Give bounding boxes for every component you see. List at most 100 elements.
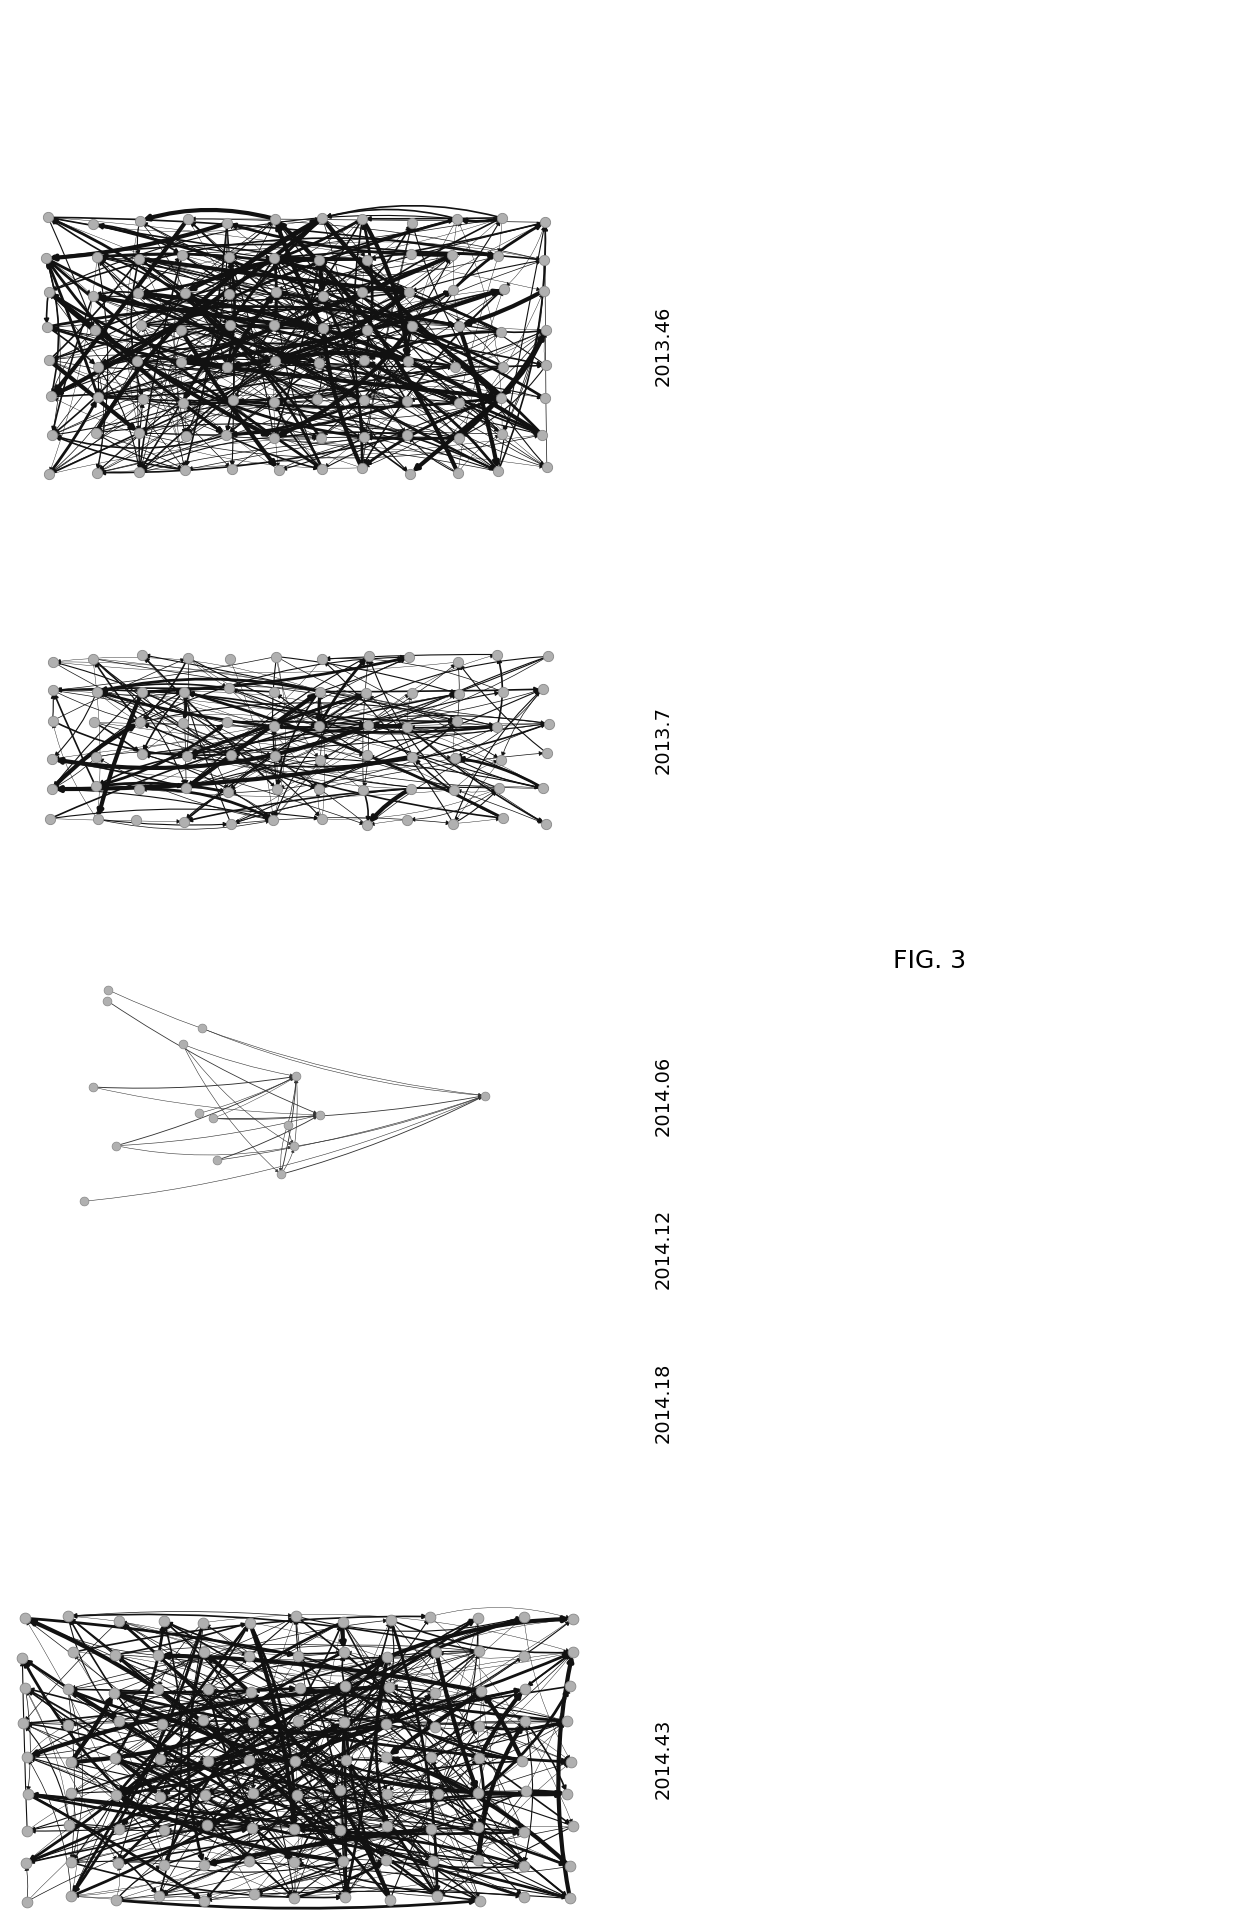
Point — [265, 204, 285, 234]
Point — [177, 740, 197, 771]
Point — [83, 281, 103, 311]
Point — [133, 677, 153, 707]
Point — [269, 456, 289, 486]
Point — [176, 421, 196, 452]
Point — [335, 1636, 355, 1666]
Text: 2014.18: 2014.18 — [653, 1363, 673, 1443]
Point — [562, 1747, 582, 1778]
Point — [174, 805, 193, 836]
Point — [533, 675, 553, 705]
Point — [515, 1707, 534, 1737]
Point — [310, 1099, 330, 1130]
Point — [314, 313, 334, 344]
Point — [469, 1711, 489, 1741]
Point — [358, 709, 378, 740]
Point — [336, 1882, 356, 1912]
Point — [402, 238, 422, 269]
Point — [154, 1605, 174, 1636]
Point — [309, 711, 329, 742]
Point — [312, 281, 332, 311]
Point — [217, 208, 237, 238]
Point — [469, 1743, 489, 1774]
Point — [42, 419, 62, 450]
Point — [133, 384, 153, 415]
Point — [445, 352, 465, 382]
Point — [17, 1885, 37, 1916]
Point — [489, 773, 508, 803]
Point — [487, 711, 507, 742]
Point — [470, 1885, 490, 1916]
Point — [150, 1782, 170, 1812]
Point — [83, 707, 103, 738]
Point — [195, 1780, 215, 1811]
Point — [332, 1607, 352, 1638]
Point — [559, 1851, 579, 1882]
Point — [217, 707, 237, 738]
Point — [352, 452, 372, 482]
Point — [491, 317, 511, 348]
Point — [217, 419, 237, 450]
Point — [532, 419, 552, 450]
Point — [42, 744, 62, 775]
Point — [402, 309, 422, 340]
Point — [37, 311, 57, 342]
Point — [533, 773, 553, 803]
Point — [334, 1707, 353, 1737]
Point — [448, 457, 467, 488]
Point — [492, 677, 512, 707]
Point — [177, 204, 197, 234]
Point — [422, 1741, 441, 1772]
Point — [58, 1709, 78, 1739]
Point — [74, 1186, 94, 1217]
Point — [41, 803, 61, 834]
Point — [97, 986, 117, 1017]
Point — [312, 803, 332, 834]
Point — [242, 1676, 262, 1707]
Point — [381, 1884, 401, 1914]
Point — [423, 1845, 443, 1876]
Point — [172, 388, 192, 419]
Point — [353, 775, 373, 805]
Point — [98, 974, 118, 1005]
Point — [42, 705, 62, 736]
Point — [188, 1097, 208, 1128]
Point — [448, 705, 467, 736]
Point — [129, 775, 149, 805]
Point — [377, 1741, 397, 1772]
Point — [171, 346, 191, 377]
Point — [444, 775, 464, 805]
Point — [560, 1670, 580, 1701]
Point — [129, 244, 149, 275]
Point — [489, 240, 508, 271]
Point — [285, 1745, 305, 1776]
Point — [352, 204, 372, 234]
Point — [310, 348, 330, 379]
Point — [198, 1745, 218, 1776]
Point — [172, 1028, 192, 1059]
Point — [239, 1845, 259, 1876]
Point — [492, 419, 512, 450]
Point — [58, 1674, 78, 1705]
Point — [312, 454, 332, 484]
Point — [87, 677, 107, 707]
Point — [104, 1678, 124, 1709]
Point — [557, 1778, 577, 1809]
Point — [515, 1641, 534, 1672]
Point — [563, 1811, 583, 1841]
Point — [358, 640, 378, 671]
Point — [38, 277, 58, 308]
Point — [193, 1705, 213, 1736]
Point — [43, 646, 63, 677]
Point — [308, 384, 327, 415]
Point — [536, 382, 556, 413]
Text: FIG. 3: FIG. 3 — [894, 949, 966, 973]
Point — [58, 1601, 78, 1632]
Point — [264, 740, 284, 771]
Point — [42, 775, 62, 805]
Point — [218, 776, 238, 807]
Point — [217, 352, 237, 382]
Point — [536, 809, 556, 840]
Point — [62, 1847, 82, 1878]
Point — [534, 244, 554, 275]
Point — [154, 1849, 174, 1880]
